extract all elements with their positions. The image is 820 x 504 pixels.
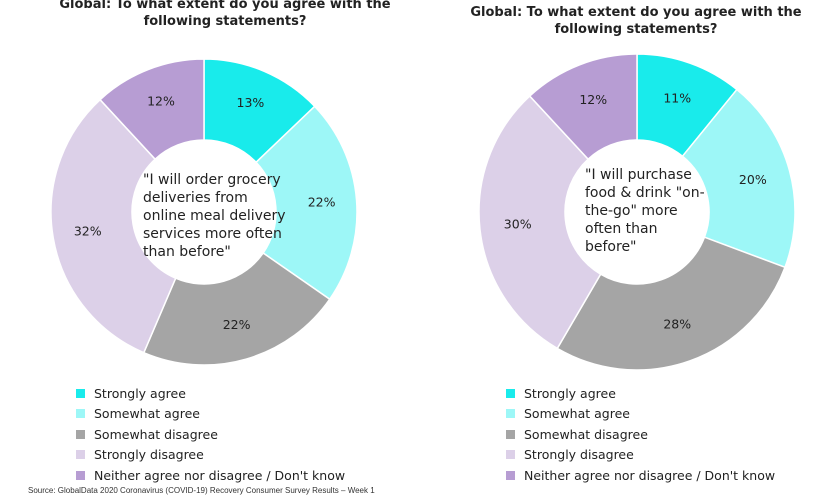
legend-label: Neither agree nor disagree / Don't know bbox=[524, 467, 776, 483]
donut-slice bbox=[528, 53, 638, 161]
legend-swatch bbox=[76, 450, 85, 460]
legend-label: Strongly agree bbox=[524, 385, 616, 401]
slice-data-label: 32% bbox=[74, 224, 102, 239]
chart-title-right: Global: To what extent do you agree with… bbox=[470, 5, 802, 37]
slice-data-label: 22% bbox=[223, 317, 251, 332]
legend-label: Strongly disagree bbox=[524, 447, 634, 463]
donut-slice bbox=[255, 105, 358, 301]
legend-swatch bbox=[506, 450, 515, 460]
legend-swatch bbox=[76, 388, 85, 398]
legend-swatch bbox=[76, 429, 85, 439]
legend-swatch bbox=[506, 470, 515, 480]
legend-item: Somewhat disagree bbox=[506, 424, 775, 445]
donut-slice bbox=[142, 251, 331, 366]
slice-data-label: 30% bbox=[504, 217, 532, 232]
donut-slice bbox=[556, 236, 786, 371]
legend-right: Strongly agree Somewhat agree Somewhat d… bbox=[506, 383, 775, 486]
legend-item: Strongly disagree bbox=[76, 445, 345, 466]
legend-item: Strongly agree bbox=[76, 383, 345, 404]
slice-data-label: 12% bbox=[579, 92, 607, 107]
legend-label: Somewhat disagree bbox=[94, 426, 218, 442]
legend-label: Neither agree nor disagree / Don't know bbox=[94, 467, 346, 483]
legend-label: Somewhat agree bbox=[524, 406, 630, 422]
legend-swatch bbox=[506, 409, 515, 419]
legend-item: Strongly agree bbox=[506, 383, 775, 404]
legend-label: Somewhat disagree bbox=[524, 426, 648, 442]
legend-swatch bbox=[76, 470, 85, 480]
legend-item: Somewhat agree bbox=[76, 404, 345, 425]
legend-item: Somewhat agree bbox=[506, 404, 775, 425]
slice-data-label: 20% bbox=[739, 172, 767, 187]
source-note: Source: GlobalData 2020 Coronavirus (COV… bbox=[28, 486, 375, 495]
legend-swatch bbox=[506, 429, 515, 439]
legend-swatch bbox=[76, 409, 85, 419]
slice-data-label: 11% bbox=[663, 90, 691, 105]
legend-label: Strongly disagree bbox=[94, 447, 204, 463]
center-statement-left: "I will order grocery deliveries from on… bbox=[143, 172, 286, 260]
center-statement-right: "I will purchase food & drink "on-the-go… bbox=[585, 167, 705, 255]
donut-slice bbox=[478, 94, 602, 350]
legend-item: Strongly disagree bbox=[506, 445, 775, 466]
legend-item: Somewhat disagree bbox=[76, 424, 345, 445]
chart-title-left: Global: To what extent do you agree with… bbox=[59, 0, 391, 29]
legend-label: Strongly agree bbox=[94, 385, 186, 401]
donut-slice bbox=[50, 98, 177, 354]
donut-slice bbox=[681, 88, 796, 269]
legend-item: Neither agree nor disagree / Don't know bbox=[506, 465, 775, 486]
slice-data-label: 28% bbox=[663, 317, 691, 332]
legend-swatch bbox=[506, 388, 515, 398]
legend-item: Neither agree nor disagree / Don't know bbox=[76, 465, 345, 486]
slice-data-label: 12% bbox=[147, 94, 175, 109]
slice-data-label: 22% bbox=[308, 194, 336, 209]
legend-left: Strongly agree Somewhat agree Somewhat d… bbox=[76, 383, 345, 486]
slice-data-label: 13% bbox=[237, 95, 265, 110]
donut-slice bbox=[99, 58, 205, 161]
legend-label: Somewhat agree bbox=[94, 406, 200, 422]
